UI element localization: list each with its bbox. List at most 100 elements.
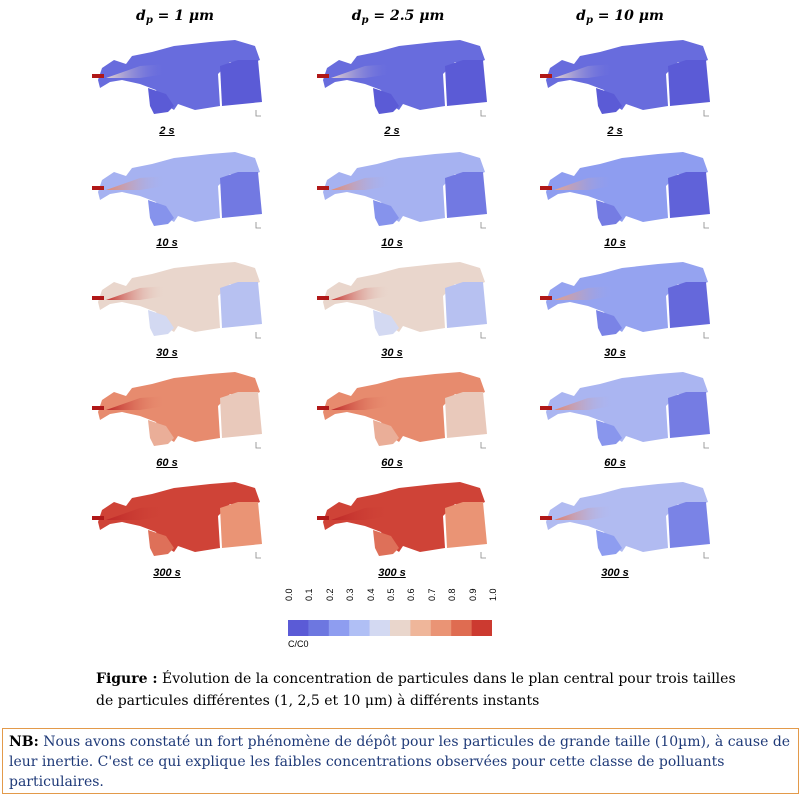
- rear-domain: [220, 392, 262, 438]
- cabin-domain: [546, 372, 708, 442]
- particle-jet: [554, 64, 614, 78]
- inlet-marker: [92, 516, 104, 520]
- axis-triad-icon: [703, 222, 709, 229]
- simulation-panel: [295, 362, 495, 452]
- column-header-3: dp = 10 μm: [576, 8, 664, 26]
- lower-duct: [148, 310, 174, 336]
- simulation-panel: [295, 30, 495, 120]
- colorbar-segment: [288, 620, 309, 636]
- time-label: 2 s: [159, 125, 175, 137]
- time-label: 30 s: [381, 347, 403, 359]
- time-label: 10 s: [604, 237, 626, 249]
- axis-triad-icon: [255, 110, 261, 117]
- cabin-domain: [98, 372, 260, 442]
- axis-triad-icon: [703, 552, 709, 559]
- rear-domain: [668, 502, 710, 548]
- time-label: 300 s: [153, 567, 181, 579]
- note-box: NB: Nous avons constaté un fort phénomèn…: [2, 728, 799, 794]
- simulation-panel: [70, 142, 270, 232]
- axis-triad-icon: [255, 442, 261, 449]
- inlet-marker: [92, 406, 104, 410]
- lower-duct: [148, 530, 174, 556]
- simulation-panel: [295, 472, 495, 562]
- particle-jet: [554, 396, 614, 410]
- particle-jet: [331, 176, 391, 190]
- cabin-domain: [323, 152, 485, 222]
- time-label: 10 s: [156, 237, 178, 249]
- inlet-marker: [317, 186, 329, 190]
- caption-lead: Figure :: [96, 671, 158, 687]
- lower-duct: [148, 200, 174, 226]
- axis-triad-icon: [480, 222, 486, 229]
- time-label: 60 s: [604, 457, 626, 469]
- simulation-panel: [295, 142, 495, 232]
- cabin-domain: [546, 152, 708, 222]
- rear-domain: [668, 60, 710, 106]
- colorbar-tick-labels: 0.0 0.1 0.2 0.3 0.4 0.5 0.6 0.7 0.8 0.9 1.0: [284, 585, 498, 601]
- particle-jet: [554, 286, 614, 300]
- axis-triad-icon: [480, 442, 486, 449]
- rear-domain: [668, 282, 710, 328]
- inlet-marker: [540, 74, 552, 78]
- cabin-domain: [546, 40, 708, 110]
- rear-domain: [445, 392, 487, 438]
- colorbar-label: C/C0: [288, 639, 309, 649]
- axis-triad-icon: [480, 332, 486, 339]
- lower-duct: [373, 200, 399, 226]
- simulation-panel: [70, 30, 270, 120]
- cabin-domain: [323, 372, 485, 442]
- lower-duct: [373, 530, 399, 556]
- inlet-marker: [540, 296, 552, 300]
- caption-text: Évolution de la concentration de particu…: [96, 671, 736, 709]
- figure-caption: Figure : Évolution de la concentration d…: [96, 668, 736, 712]
- cabin-domain: [323, 262, 485, 332]
- particle-jet: [106, 64, 166, 78]
- particle-jet: [106, 506, 166, 520]
- colorbar-segment: [308, 620, 330, 636]
- particle-jet: [106, 396, 166, 410]
- simulation-panel: [518, 252, 718, 342]
- axis-triad-icon: [255, 332, 261, 339]
- time-label: 2 s: [384, 125, 400, 137]
- rear-domain: [668, 172, 710, 218]
- lower-duct: [148, 420, 174, 446]
- axis-triad-icon: [703, 442, 709, 449]
- inlet-marker: [317, 74, 329, 78]
- inlet-marker: [540, 186, 552, 190]
- lower-duct: [596, 200, 622, 226]
- axis-triad-icon: [255, 222, 261, 229]
- colorbar-segment: [328, 620, 350, 636]
- rear-domain: [220, 282, 262, 328]
- colorbar-segment: [390, 620, 411, 636]
- particle-jet: [106, 286, 166, 300]
- lower-duct: [373, 420, 399, 446]
- colorbar-segment: [349, 620, 370, 636]
- inlet-marker: [92, 186, 104, 190]
- time-label: 60 s: [381, 457, 403, 469]
- particle-jet: [331, 506, 391, 520]
- colorbar-segment: [451, 620, 472, 636]
- cabin-domain: [98, 482, 260, 552]
- axis-triad-icon: [703, 332, 709, 339]
- axis-triad-icon: [255, 552, 261, 559]
- lower-duct: [373, 310, 399, 336]
- lower-duct: [596, 530, 622, 556]
- time-label: 2 s: [607, 125, 623, 137]
- inlet-marker: [92, 74, 104, 78]
- particle-jet: [331, 64, 391, 78]
- time-label: 300 s: [601, 567, 629, 579]
- simulation-panel: [518, 362, 718, 452]
- simulation-panel: [518, 472, 718, 562]
- note-text: Nous avons constaté un fort phénomène de…: [9, 734, 791, 790]
- axis-triad-icon: [703, 110, 709, 117]
- simulation-panel: [70, 362, 270, 452]
- time-label: 300 s: [378, 567, 406, 579]
- time-label: 10 s: [381, 237, 403, 249]
- inlet-marker: [317, 406, 329, 410]
- particle-jet: [106, 176, 166, 190]
- rear-domain: [220, 502, 262, 548]
- rear-domain: [445, 60, 487, 106]
- inlet-marker: [540, 406, 552, 410]
- column-header-2: dp = 2.5 μm: [351, 8, 445, 26]
- rear-domain: [220, 60, 262, 106]
